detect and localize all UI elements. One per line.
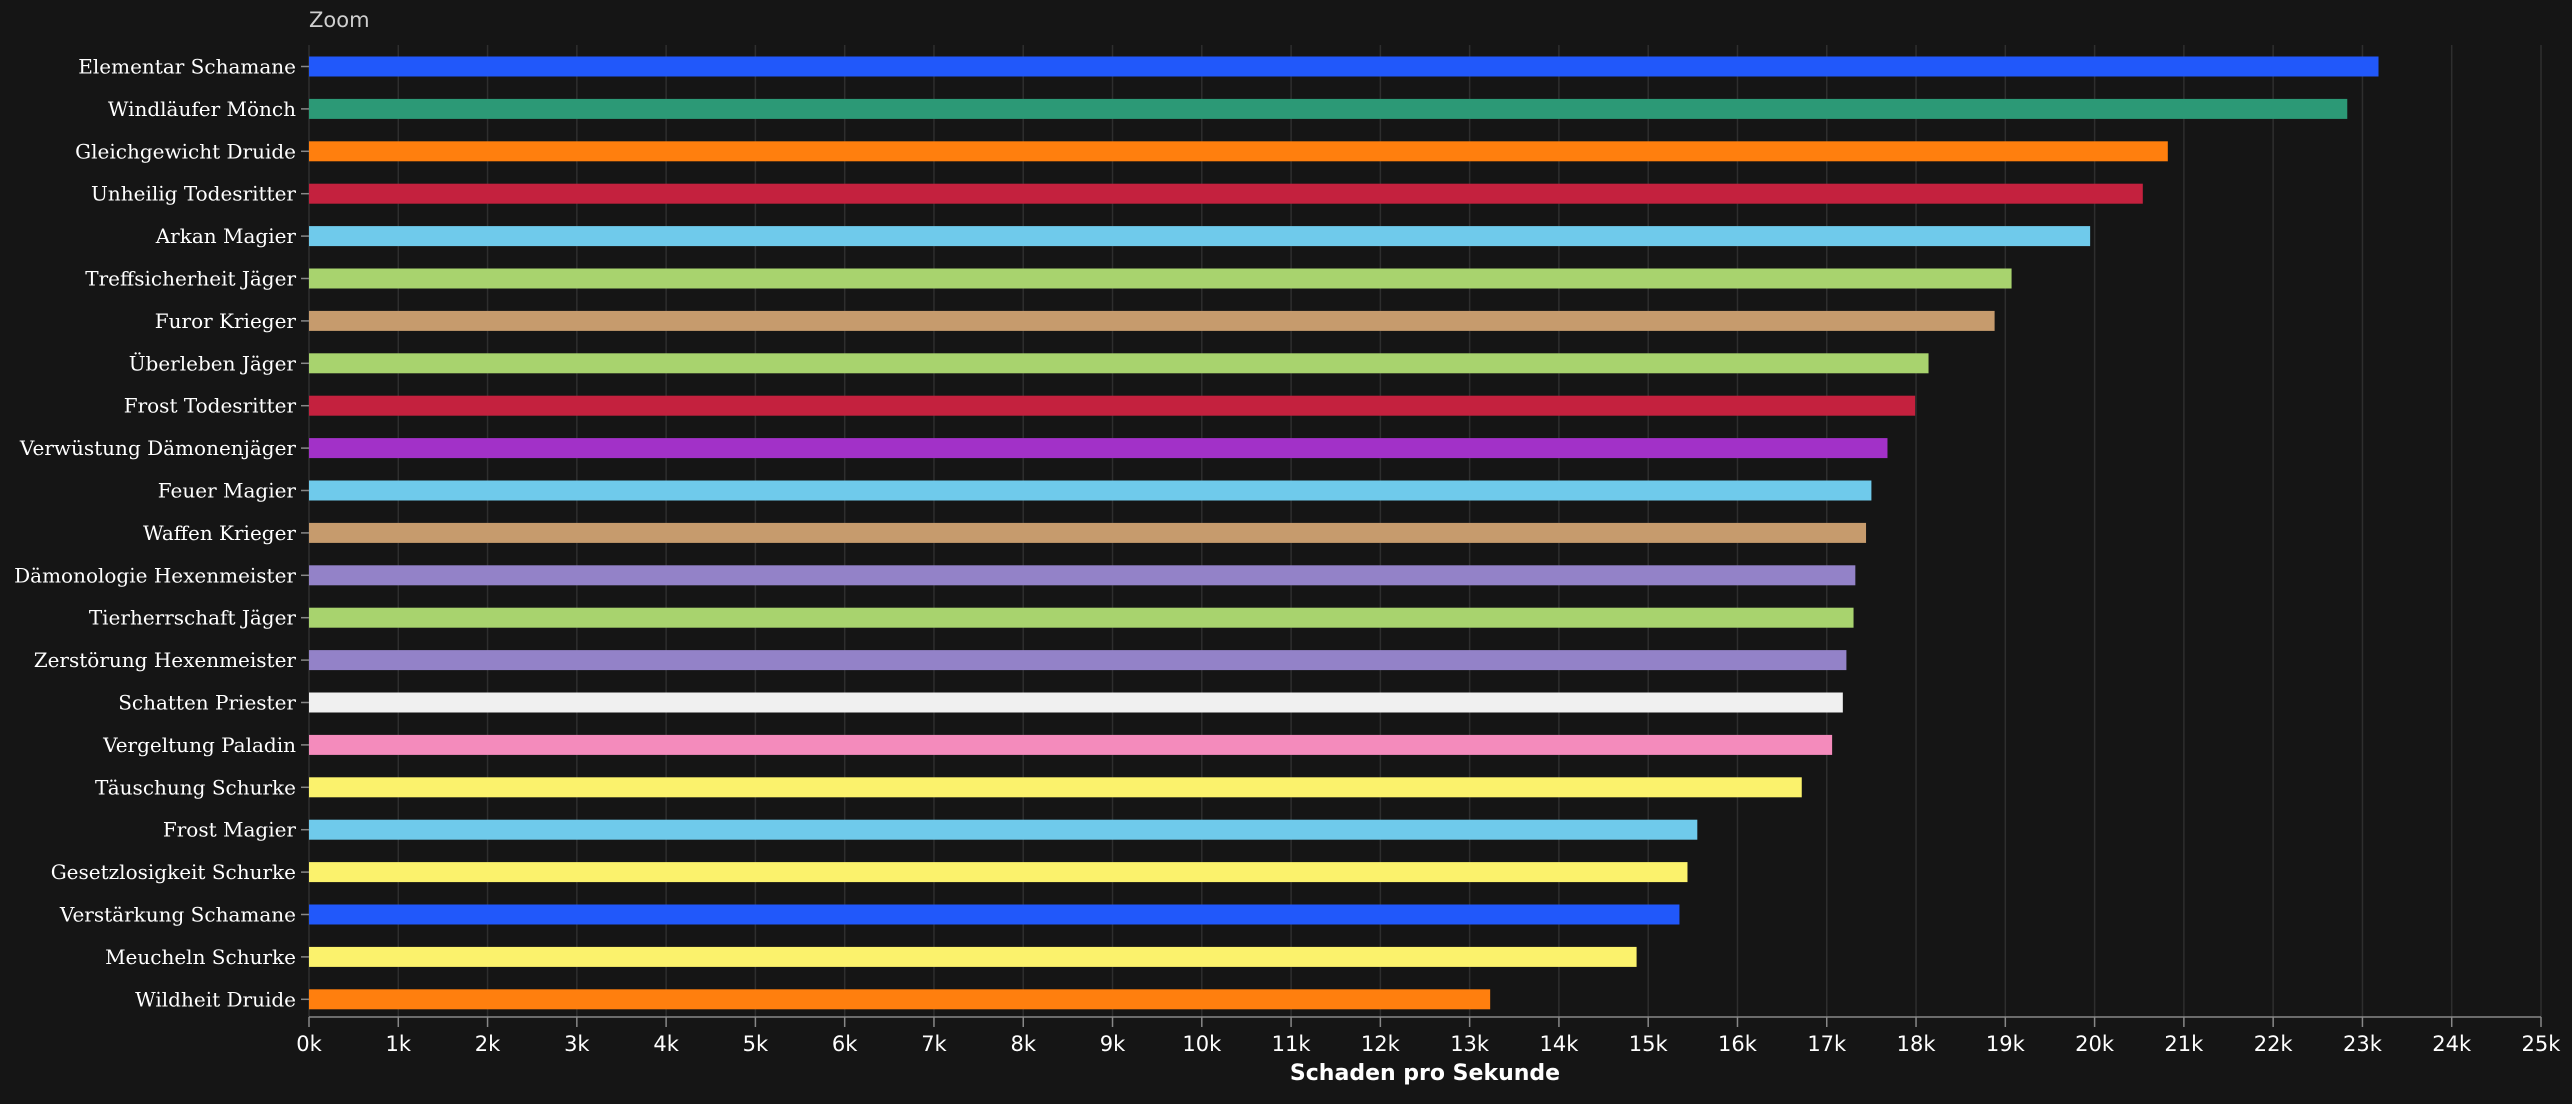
bar[interactable] <box>309 819 1698 840</box>
bar[interactable] <box>309 989 1491 1010</box>
bar[interactable] <box>309 268 2012 289</box>
bar[interactable] <box>309 777 1802 798</box>
category-label: Wildheit Druide <box>135 987 296 1011</box>
bar[interactable] <box>309 226 2091 247</box>
bar[interactable] <box>309 607 1854 628</box>
category-label: Verwüstung Dämonenjäger <box>19 436 297 460</box>
x-tick-label: 2k <box>475 1032 501 1056</box>
x-tick-label: 3k <box>564 1032 590 1056</box>
category-label: Gesetzlosigkeit Schurke <box>51 860 296 884</box>
x-tick-label: 16k <box>1718 1032 1758 1056</box>
category-label: Schatten Priester <box>118 691 296 715</box>
category-label: Unheilig Todesritter <box>91 182 296 206</box>
bar[interactable] <box>309 141 2168 162</box>
x-tick-label: 4k <box>653 1032 679 1056</box>
category-label: Feuer Magier <box>158 479 297 503</box>
bar[interactable] <box>309 904 1680 925</box>
category-label: Furor Krieger <box>155 309 297 333</box>
x-tick-label: 8k <box>1010 1032 1036 1056</box>
x-tick-label: 10k <box>1182 1032 1222 1056</box>
x-tick-label: 14k <box>1539 1032 1579 1056</box>
x-tick-label: 25k <box>2522 1032 2562 1056</box>
category-label: Arkan Magier <box>155 224 297 248</box>
category-label: Dämonologie Hexenmeister <box>14 563 296 587</box>
category-label: Verstärkung Schamane <box>59 903 296 927</box>
x-axis-title: Schaden pro Sekunde <box>1290 1061 1560 1086</box>
category-label: Vergeltung Paladin <box>102 733 296 757</box>
x-tick-labels: 0k 1k 2k 3k 4k 5k 6k 7k 8k 9k 10k 11k 12k 13k 14k 15k 16… <box>296 1032 2561 1056</box>
category-label: Frost Magier <box>163 818 297 842</box>
bar[interactable] <box>309 438 1888 459</box>
bar[interactable] <box>309 946 1637 967</box>
category-label: Tierherrschaft Jäger <box>89 606 297 630</box>
x-tick-label: 15k <box>1629 1032 1669 1056</box>
x-tick-label: 12k <box>1361 1032 1401 1056</box>
bar[interactable] <box>309 353 1929 374</box>
category-label: Treffsicherheit Jäger <box>85 267 296 291</box>
x-tick-label: 24k <box>2432 1032 2472 1056</box>
bar[interactable] <box>309 395 1916 416</box>
category-label: Waffen Krieger <box>143 521 296 545</box>
x-tick-label: 11k <box>1272 1032 1312 1056</box>
x-tick-label: 19k <box>1986 1032 2026 1056</box>
bar[interactable] <box>309 56 2379 77</box>
x-tick-label: 1k <box>386 1032 412 1056</box>
x-tick-label: 21k <box>2164 1032 2204 1056</box>
x-tick-label: 20k <box>2075 1032 2115 1056</box>
x-tick-label: 22k <box>2254 1032 2294 1056</box>
x-tick-label: 0k <box>296 1032 322 1056</box>
x-tick-label: 17k <box>1807 1032 1847 1056</box>
category-labels: Elementar Schamane Windläufer Mönch Gleich… <box>14 55 296 1012</box>
category-label: Meucheln Schurke <box>105 945 296 969</box>
category-label: Windläufer Mönch <box>108 97 296 121</box>
bar[interactable] <box>309 98 2348 119</box>
bar[interactable] <box>309 734 1833 755</box>
category-label: Zerstörung Hexenmeister <box>34 648 297 672</box>
x-tick-label: 23k <box>2343 1032 2383 1056</box>
x-tick-label: 13k <box>1450 1032 1490 1056</box>
bar[interactable] <box>309 862 1688 883</box>
category-label: Elementar Schamane <box>78 55 296 79</box>
bars <box>309 56 2379 1010</box>
zoom-button[interactable]: Zoom <box>309 8 370 32</box>
x-tick-label: 9k <box>1100 1032 1126 1056</box>
bar[interactable] <box>309 565 1856 586</box>
category-label: Täuschung Schurke <box>95 775 296 799</box>
bar[interactable] <box>309 522 1867 543</box>
category-label: Überleben Jäger <box>129 350 297 375</box>
bar[interactable] <box>309 692 1843 713</box>
bar[interactable] <box>309 183 2143 204</box>
bar[interactable] <box>309 650 1847 671</box>
x-tick-label: 18k <box>1897 1032 1937 1056</box>
x-tick-label: 5k <box>743 1032 769 1056</box>
category-label: Gleichgewicht Druide <box>75 139 296 163</box>
x-tick-label: 6k <box>832 1032 858 1056</box>
bar[interactable] <box>309 480 1872 501</box>
x-tick-label: 7k <box>921 1032 947 1056</box>
bar[interactable] <box>309 310 1995 331</box>
category-label: Frost Todesritter <box>124 394 297 418</box>
